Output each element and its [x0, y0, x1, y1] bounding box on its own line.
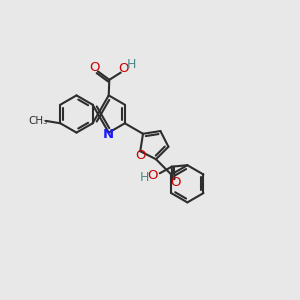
Text: H: H	[127, 58, 136, 71]
Text: H: H	[140, 171, 149, 184]
Text: O: O	[118, 62, 129, 76]
Text: O: O	[136, 149, 146, 162]
Text: O: O	[171, 176, 181, 189]
Text: O: O	[90, 61, 100, 74]
Text: O: O	[147, 169, 158, 182]
Text: N: N	[103, 128, 114, 141]
Text: CH₃: CH₃	[28, 116, 47, 126]
